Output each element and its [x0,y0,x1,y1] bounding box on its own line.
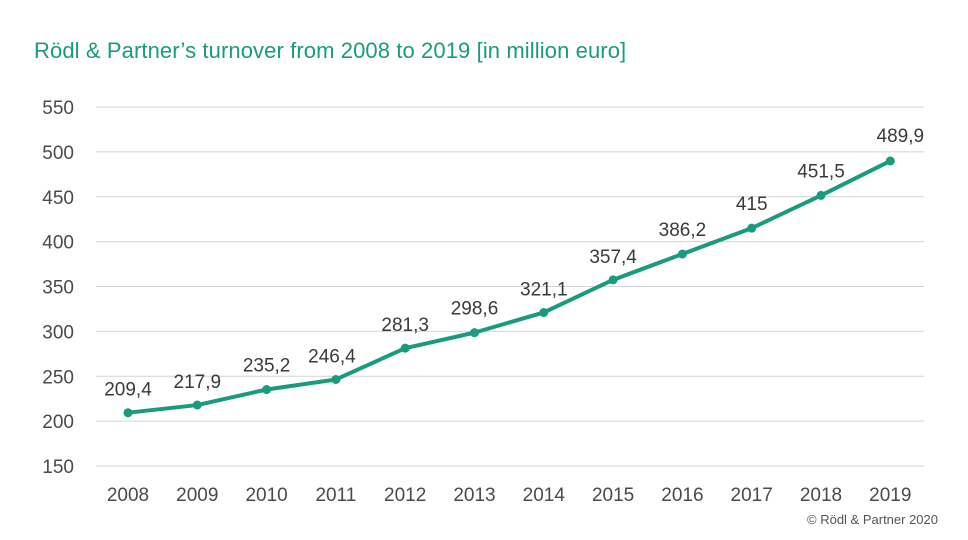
data-point [885,156,895,166]
data-labels: 209,4 217,9 235,2 246,4 281,3 298,6 321,1 357,4… [104,126,924,401]
data-point [539,307,549,317]
data-label: 209,4 [104,380,152,401]
data-label: 489,9 [877,126,925,147]
data-point [677,249,687,259]
x-tick-label: 2010 [245,485,287,506]
x-tick-label: 2015 [592,485,634,506]
data-point [816,190,826,200]
x-tick-label: 2013 [453,485,495,506]
x-axis-ticks: 2008 2009 2010 2011 2012 2013 2014 2015 2016 2017… [107,485,912,506]
data-point [262,385,272,395]
x-tick-label: 2011 [315,485,356,506]
data-point [400,343,410,353]
data-point [123,408,133,418]
data-points [123,156,895,418]
x-tick-label: 2008 [107,485,149,506]
data-label: 321,1 [520,279,568,300]
series-line [126,158,893,415]
data-label: 281,3 [381,315,429,336]
y-tick-label: 250 [42,367,74,388]
x-tick-label: 2019 [869,485,911,506]
data-label: 235,2 [243,356,291,377]
data-point [470,328,479,338]
x-tick-label: 2009 [176,485,218,506]
data-point [192,400,202,410]
y-tick-label: 450 [42,188,74,209]
y-axis-ticks: 150 200 250 300 350 400 450 500 550 [42,98,74,478]
data-label: 217,9 [174,372,222,393]
x-tick-label: 2018 [800,485,842,506]
chart-title: Rödl & Partner’s turnover from 2008 to 2… [34,38,627,63]
x-tick-label: 2017 [731,485,773,506]
y-tick-label: 550 [42,98,74,119]
y-tick-label: 400 [42,233,74,254]
data-label: 415 [736,194,768,215]
copyright-note: © Rödl & Partner 2020 [807,512,938,527]
data-label: 298,6 [451,299,499,320]
y-tick-label: 300 [42,322,74,343]
y-tick-label: 150 [42,457,74,478]
data-point [331,374,341,384]
y-tick-label: 200 [42,412,74,433]
x-tick-label: 2014 [523,485,566,506]
data-label: 386,2 [659,220,707,241]
data-point [747,223,757,233]
data-label: 246,4 [308,346,356,367]
data-label: 357,4 [589,247,637,268]
y-tick-label: 350 [42,278,74,299]
x-tick-label: 2012 [384,485,426,506]
x-tick-label: 2016 [661,485,703,506]
series-line-layer [126,158,893,415]
y-tick-label: 500 [42,143,74,164]
data-point [608,275,618,285]
data-label: 451,5 [797,161,845,182]
gridlines [96,106,924,467]
